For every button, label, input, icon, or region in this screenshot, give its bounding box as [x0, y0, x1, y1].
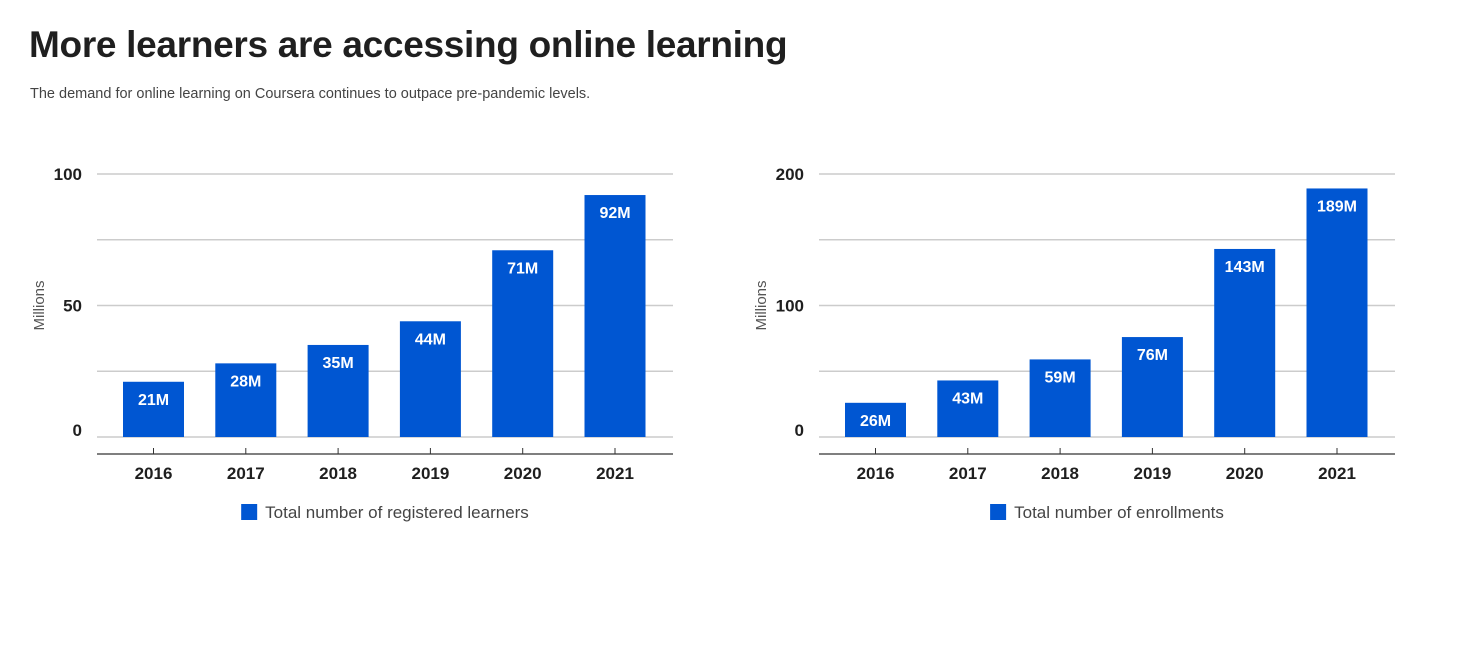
x-tick-label: 2021 [1318, 464, 1356, 483]
x-tick-label: 2016 [857, 464, 895, 483]
page-title: More learners are accessing online learn… [29, 24, 788, 65]
x-tick-label: 2019 [411, 464, 449, 483]
enrollments-bar-chart: 0 100 200 Millions 26M 2016 43M 2017 59M 2018 76M 2… [753, 165, 1395, 522]
y-axis-label: Millions [753, 280, 770, 330]
x-tick-label: 2019 [1133, 464, 1171, 483]
y-axis-label: Millions [31, 280, 48, 330]
bar-2017 [215, 363, 277, 437]
bar-data-label: 21M [138, 392, 169, 409]
bar-2021 [1306, 188, 1368, 437]
bar-2019 [399, 321, 461, 437]
x-tick-label: 2018 [1041, 464, 1079, 483]
bar-2018 [307, 344, 369, 437]
y-tick-label: 200 [776, 165, 804, 184]
bar-2019 [1121, 337, 1183, 437]
bar-2016 [845, 402, 906, 437]
bar-2018 [1029, 359, 1091, 437]
bar-data-label: 43M [952, 390, 983, 407]
x-tick-label: 2017 [227, 464, 265, 483]
bar-2016 [123, 381, 184, 437]
bar-data-label: 76M [1137, 347, 1168, 364]
legend-label: Total number of enrollments [1014, 503, 1224, 522]
x-tick-label: 2018 [319, 464, 357, 483]
bar-2017 [937, 380, 999, 437]
page-subtitle: The demand for online learning on Course… [30, 86, 591, 102]
bar-data-label: 35M [323, 355, 354, 372]
legend-swatch [241, 504, 258, 520]
legend: Total number of enrollments [990, 503, 1224, 522]
legend: Total number of registered learners [241, 503, 529, 522]
x-tick-label: 2020 [1226, 464, 1264, 483]
y-tick-label: 0 [795, 421, 804, 440]
x-tick-label: 2016 [135, 464, 173, 483]
bar-data-label: 71M [507, 260, 538, 277]
bar-data-label: 28M [230, 373, 261, 390]
x-tick-label: 2017 [949, 464, 987, 483]
bar-data-label: 26M [860, 413, 891, 430]
learners-bar-chart: 0 50 100 Millions 21M 2016 28M 2017 35M 2018 44M 20… [31, 165, 673, 522]
bar-data-label: 92M [599, 205, 630, 222]
x-tick-label: 2021 [596, 464, 634, 483]
y-tick-label: 100 [776, 297, 804, 316]
bar-data-label: 143M [1225, 259, 1265, 276]
bar-data-label: 44M [415, 331, 446, 348]
bar-2020 [1214, 248, 1276, 437]
y-tick-label: 50 [63, 297, 82, 316]
y-tick-label: 0 [73, 421, 82, 440]
bar-data-label: 59M [1045, 369, 1076, 386]
bar-2021 [584, 195, 646, 437]
legend-label: Total number of registered learners [265, 503, 529, 522]
x-tick-label: 2020 [504, 464, 542, 483]
bar-data-label: 189M [1317, 198, 1357, 215]
legend-swatch [990, 504, 1007, 520]
y-tick-label: 100 [54, 165, 82, 184]
bar-2020 [492, 250, 554, 437]
